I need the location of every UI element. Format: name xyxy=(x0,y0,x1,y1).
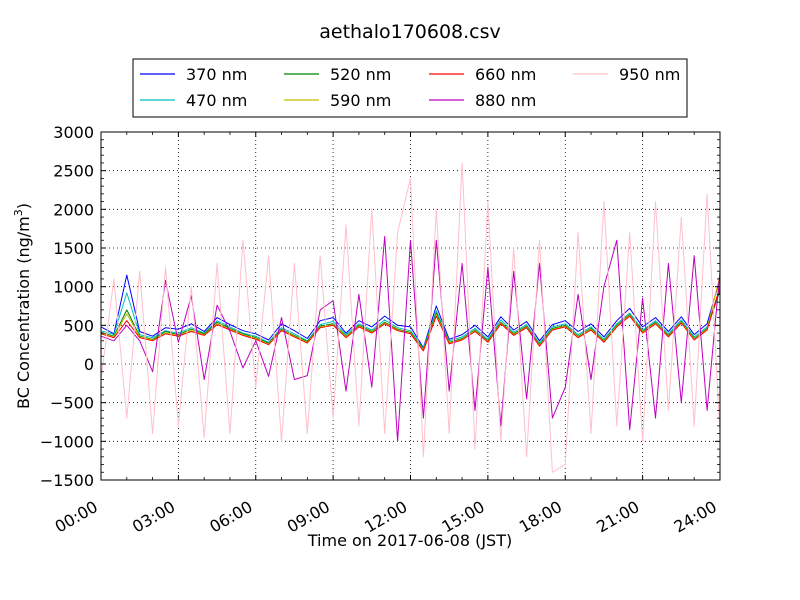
legend-label: 370 nm xyxy=(186,65,247,84)
y-axis-label-close: ) xyxy=(14,203,33,209)
y-tick-label: −1500 xyxy=(40,471,94,490)
series-line-470-nm xyxy=(100,288,721,349)
y-tick-label: 1500 xyxy=(53,239,94,258)
y-tick-label: 0 xyxy=(84,355,94,374)
y-tick-label: 2000 xyxy=(53,200,94,219)
x-axis-label: Time on 2017-06-08 (JST) xyxy=(307,531,512,550)
series-line-590-nm xyxy=(100,274,721,351)
series-line-370-nm xyxy=(100,274,721,349)
chart-title: aethalo170608.csv xyxy=(319,21,501,43)
legend-entry-370-nm: 370 nm xyxy=(140,65,247,84)
y-tick-label: 500 xyxy=(63,316,94,335)
legend-entry-470-nm: 470 nm xyxy=(140,91,247,110)
y-axis-label: BC Concentration (ng/m3) xyxy=(12,203,33,409)
legend: 370 nm 470 nm 520 nm 590 nm 660 nm 880 nm 950 … xyxy=(132,58,688,118)
y-tick-label: 2500 xyxy=(53,162,94,181)
legend-entry-660-nm: 660 nm xyxy=(429,65,536,84)
y-tick-label: −500 xyxy=(50,394,94,413)
legend-label: 470 nm xyxy=(186,91,247,110)
series-layer xyxy=(100,162,721,473)
legend-entry-520-nm: 520 nm xyxy=(284,65,391,84)
legend-label: 950 nm xyxy=(619,65,680,84)
y-tick-label: 3000 xyxy=(53,123,94,142)
legend-box xyxy=(132,58,688,118)
y-tick-label: 1000 xyxy=(53,278,94,297)
legend-entry-880-nm: 880 nm xyxy=(429,91,536,110)
legend-label: 590 nm xyxy=(330,91,391,110)
y-tick-label: −1000 xyxy=(40,432,94,451)
series-line-520-nm xyxy=(100,290,721,350)
series-line-660-nm xyxy=(100,286,721,352)
legend-label: 660 nm xyxy=(475,65,536,84)
series-line-950-nm xyxy=(100,162,721,473)
legend-entry-950-nm: 950 nm xyxy=(573,65,680,84)
legend-label: 520 nm xyxy=(330,65,391,84)
series-line-880-nm xyxy=(100,235,721,442)
y-axis-ticks: −1500 −1000 −500 0 500 1000 1500 2000 2500 3000 xyxy=(40,123,720,490)
legend-label: 880 nm xyxy=(475,91,536,110)
y-axis-label-superscript: 3 xyxy=(12,209,25,216)
legend-entry-590-nm: 590 nm xyxy=(284,91,391,110)
y-axis-label-main: BC Concentration (ng/m xyxy=(14,216,33,409)
